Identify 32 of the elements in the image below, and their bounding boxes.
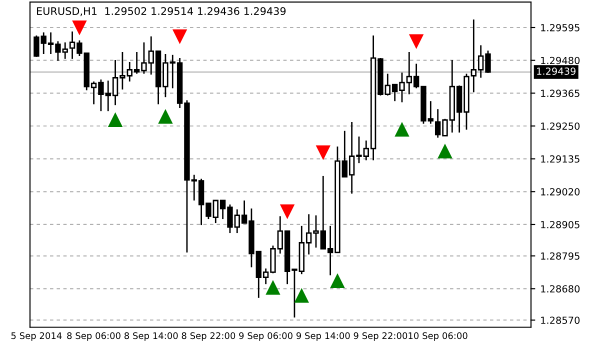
point — [280, 204, 294, 218]
ref-line-label: 1.29439 — [537, 68, 576, 75]
y-tick-label: 1.28795 — [541, 252, 580, 260]
y-tick-label: 1.29480 — [541, 56, 580, 64]
point — [316, 145, 330, 160]
point — [294, 288, 309, 303]
y-tick-label: 1.28680 — [541, 285, 580, 293]
x-tick-label: 10 Sep 06:00 — [408, 332, 468, 341]
point — [395, 122, 409, 137]
x-tick-label: 9 Sep 14:00 — [296, 332, 350, 341]
y-tick-label: 1.29020 — [541, 188, 580, 196]
x-tick-label: 8 Sep 22:00 — [182, 332, 236, 341]
point — [158, 110, 172, 124]
x-tick-label: 9 Sep 22:00 — [354, 332, 408, 341]
y-tick-label: 1.28570 — [541, 316, 580, 324]
point — [409, 34, 424, 48]
point — [438, 144, 452, 158]
point — [108, 113, 122, 127]
x-tick-label: 9 Sep 06:00 — [239, 332, 292, 341]
y-tick-label: 1.29250 — [541, 122, 580, 130]
x-tick-label: 5 Sep 2014 — [11, 332, 62, 341]
x-tick-label: 8 Sep 06:00 — [67, 332, 120, 341]
point — [172, 29, 187, 44]
point — [266, 280, 280, 295]
y-tick-label: 1.29595 — [541, 24, 580, 32]
x-tick-label: 8 Sep 14:00 — [124, 332, 178, 341]
y-tick-label: 1.29365 — [541, 90, 580, 97]
point — [330, 274, 344, 288]
y-tick-label: 1.28905 — [541, 220, 580, 228]
point — [72, 20, 86, 34]
chart-title: EURUSD,H1 1.29502 1.29514 1.29436 1.29439 — [37, 7, 286, 16]
y-tick-label: 1.29135 — [541, 155, 580, 163]
